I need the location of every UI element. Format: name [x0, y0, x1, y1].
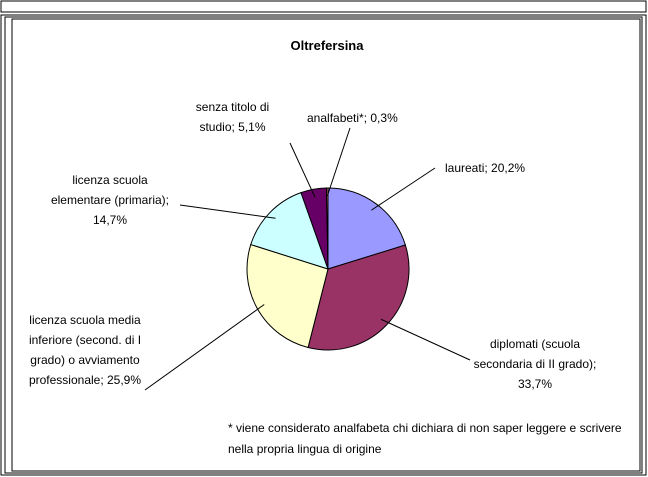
- data-label: analfabeti*; 0,3%: [307, 111, 398, 125]
- chart-title: Oltrefersina: [290, 38, 364, 53]
- data-label: licenza scuola media inferiore (second. …: [28, 313, 142, 387]
- pie-slice: [325, 187, 329, 270]
- data-label: laureati; 20,2%: [445, 161, 526, 175]
- pie-slice: [246, 243, 329, 349]
- pie-slice: [307, 244, 410, 351]
- data-label: licenza scuola elementare (primaria); 14…: [50, 173, 170, 227]
- leader-line: [144, 304, 265, 391]
- plot-frame: [11, 18, 641, 472]
- leader-line: [380, 318, 471, 361]
- leader-line: [326, 127, 351, 197]
- frame-inner: [4, 16, 643, 474]
- leader-line: [371, 167, 436, 211]
- data-label: senza titolo di studio; 5,1%: [195, 100, 270, 134]
- data-label: diplomati (scuola secondaria di II grado…: [473, 337, 597, 391]
- frame-top: [0, 0, 647, 13]
- leader-line: [179, 204, 276, 219]
- footnote: * viene considerato analfabeta chi dichi…: [228, 421, 622, 456]
- pie-slice: [327, 187, 407, 270]
- leader-line: [289, 142, 316, 198]
- frame-outer: [0, 14, 647, 476]
- pie-slice: [250, 191, 329, 270]
